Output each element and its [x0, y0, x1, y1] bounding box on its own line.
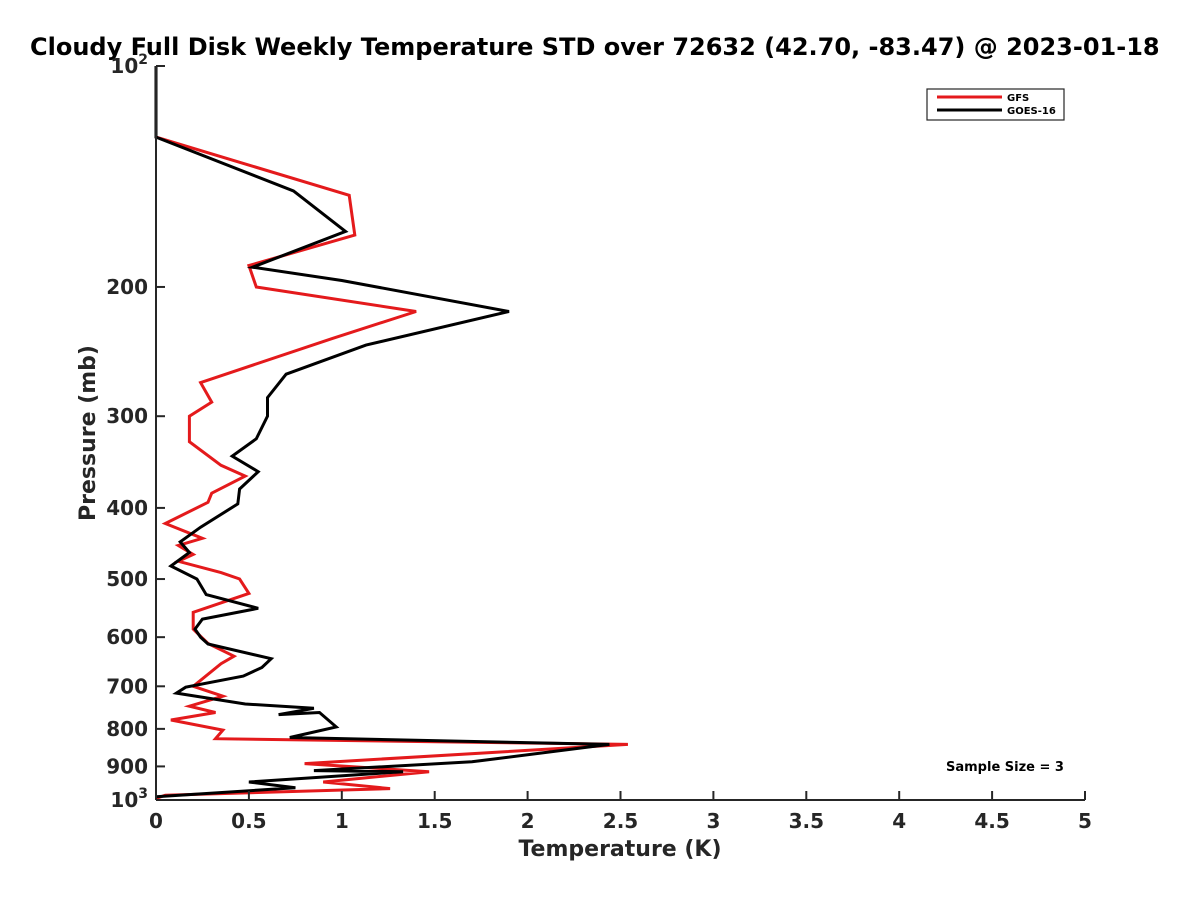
x-tick-label: 0.5 — [231, 809, 266, 833]
legend: GFS GOES-16 — [926, 88, 1065, 121]
y-tick-label: 800 — [106, 717, 148, 741]
x-ticks: 0 0.5 1 1.5 2 2.5 3 3.5 4 4.5 5 — [149, 791, 1092, 833]
y-tick-label: 600 — [106, 625, 148, 649]
legend-box — [926, 88, 1065, 121]
x-tick-label: 2.5 — [603, 809, 638, 833]
x-tick-label: 3 — [706, 809, 720, 833]
legend-label: GOES-16 — [1007, 106, 1056, 117]
series-line-goes-16 — [154, 66, 610, 799]
series-line-gfs — [154, 66, 628, 800]
y-tick-label: 200 — [106, 275, 148, 299]
x-tick-label: 2 — [521, 809, 535, 833]
y-tick-label: 500 — [106, 567, 148, 591]
legend-label: GFS — [1007, 93, 1029, 104]
x-axis-label: Temperature (K) — [518, 837, 721, 862]
x-tick-label: 1 — [335, 809, 349, 833]
y-tick-label: 400 — [106, 496, 148, 520]
x-tick-label: 4.5 — [974, 809, 1009, 833]
axes-layer — [155, 66, 1085, 801]
x-tick-label: 0 — [149, 809, 163, 833]
sample-size-annotation: Sample Size = 3 — [946, 760, 1064, 775]
x-tick-label: 5 — [1078, 809, 1092, 833]
x-tick-label: 4 — [892, 809, 906, 833]
y-tick-label: 300 — [106, 404, 148, 428]
x-tick-label: 1.5 — [417, 809, 452, 833]
y-axis-label: Pressure (mb) — [76, 345, 101, 521]
y-tick-label: 103 — [110, 786, 148, 812]
y-tick-label: 900 — [106, 754, 148, 778]
chart-title: Cloudy Full Disk Weekly Temperature STD … — [30, 33, 1160, 61]
y-tick-label: 102 — [110, 52, 148, 78]
series-layer — [154, 66, 628, 800]
y-ticks: 102 200 300 400 500 600 700 800 900 103 — [106, 52, 165, 812]
x-tick-label: 3.5 — [789, 809, 824, 833]
y-tick-label: 700 — [106, 674, 148, 698]
